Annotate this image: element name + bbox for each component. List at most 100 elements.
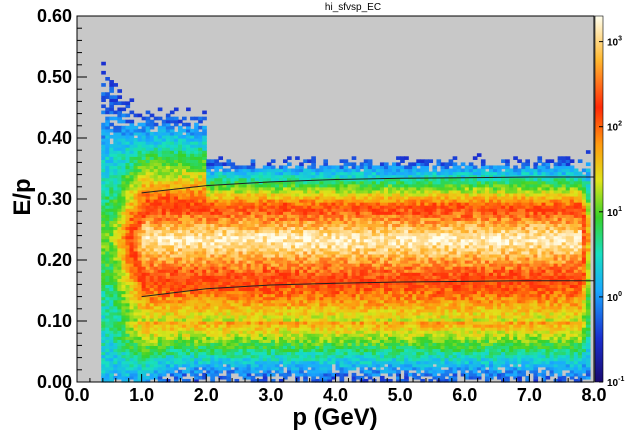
heatmap-cell [210,357,215,362]
heatmap-cell [359,272,365,276]
heatmap-cell [327,171,333,176]
heatmap-cell [303,333,308,337]
heatmap-cell [177,302,183,307]
heatmap-cell [165,345,171,350]
heatmap-cell [262,342,268,346]
heatmap-cell [262,372,268,377]
heatmap-cell [173,296,179,301]
heatmap-cell [226,192,232,197]
heatmap-cell [339,229,345,234]
heatmap-cell [105,378,110,383]
heatmap-cell [190,189,195,194]
heatmap-cell [359,357,365,362]
heatmap-cell [165,220,171,224]
heatmap-cell [145,369,151,374]
heatmap-cell [327,351,333,356]
heatmap-cell [149,263,155,267]
heatmap-cell [125,165,131,170]
heatmap-cell [157,134,163,139]
heatmap-cell [109,354,114,359]
heatmap-cell [270,183,276,188]
heatmap-cell [258,324,264,328]
heatmap-cell [315,186,320,191]
heatmap-cell [113,266,118,270]
heatmap-cell [206,348,211,353]
heatmap-cell [262,217,268,221]
heatmap-cell [295,369,300,374]
heatmap-cell [351,226,357,231]
heatmap-cell [214,238,219,243]
heatmap-cell [270,284,276,289]
heatmap-cell [133,192,139,197]
heatmap-cell [121,357,127,362]
heatmap-cell [238,272,244,276]
heatmap-cell [335,305,341,310]
heatmap-cell [347,336,353,340]
heatmap-cell [335,223,341,228]
heatmap-cell [113,110,118,115]
heatmap-cell [258,238,264,243]
heatmap-cell [359,232,365,237]
heatmap-cell [327,205,333,209]
heatmap-cell [153,250,159,255]
heatmap-cell [198,351,203,356]
heatmap-cell [226,363,232,368]
heatmap-cell [190,311,195,316]
heatmap-cell [291,293,296,298]
heatmap-cell [101,354,106,359]
heatmap-cell [202,144,207,148]
heatmap-cell [161,168,167,173]
heatmap-cell [149,324,155,328]
heatmap-cell [105,180,110,185]
heatmap-cell [198,272,203,276]
heatmap-cell [226,290,232,295]
heatmap-cell [165,314,171,319]
heatmap-cell [274,366,280,371]
heatmap-cell [347,354,353,359]
heatmap-cell [117,150,123,154]
heatmap-cell [210,290,215,295]
heatmap-cell [113,311,118,316]
heatmap-cell [198,125,203,130]
heatmap-cell [234,165,240,170]
heatmap-cell [121,125,127,130]
heatmap-cell [194,180,199,185]
heatmap-cell [363,363,369,368]
heatmap-cell [165,150,171,154]
heatmap-cell [230,223,236,228]
heatmap-cell [214,192,219,197]
heatmap-cell [222,183,228,188]
heatmap-cell [198,214,203,218]
heatmap-cell [307,339,312,343]
heatmap-cell [258,339,264,343]
heatmap-cell [153,131,159,136]
heatmap-cell [105,333,110,337]
heatmap-cell [145,305,151,310]
heatmap-cell [242,171,248,176]
heatmap-cell [129,174,135,179]
heatmap-cell [145,125,151,130]
heatmap-cell [262,324,268,328]
heatmap-cell [234,317,240,322]
heatmap-cell [270,177,276,182]
heatmap-cell [157,272,163,276]
heatmap-cell [262,189,268,194]
heatmap-cell [359,314,365,319]
heatmap-cell [137,134,143,139]
heatmap-cell [230,183,236,188]
heatmap-cell [327,247,333,252]
heatmap-cell [230,333,236,337]
heatmap-cell [157,351,163,356]
heatmap-cell [125,372,131,377]
heatmap-cell [323,174,329,179]
heatmap-cell [226,266,232,270]
heatmap-cell [299,180,304,185]
heatmap-cell [214,284,219,289]
heatmap-cell [129,220,135,224]
heatmap-cell [161,223,167,228]
heatmap-cell [105,95,110,99]
heatmap-cell [250,208,256,212]
heatmap-cell [157,269,163,273]
heatmap-cell [250,162,256,167]
heatmap-cell [194,141,199,145]
